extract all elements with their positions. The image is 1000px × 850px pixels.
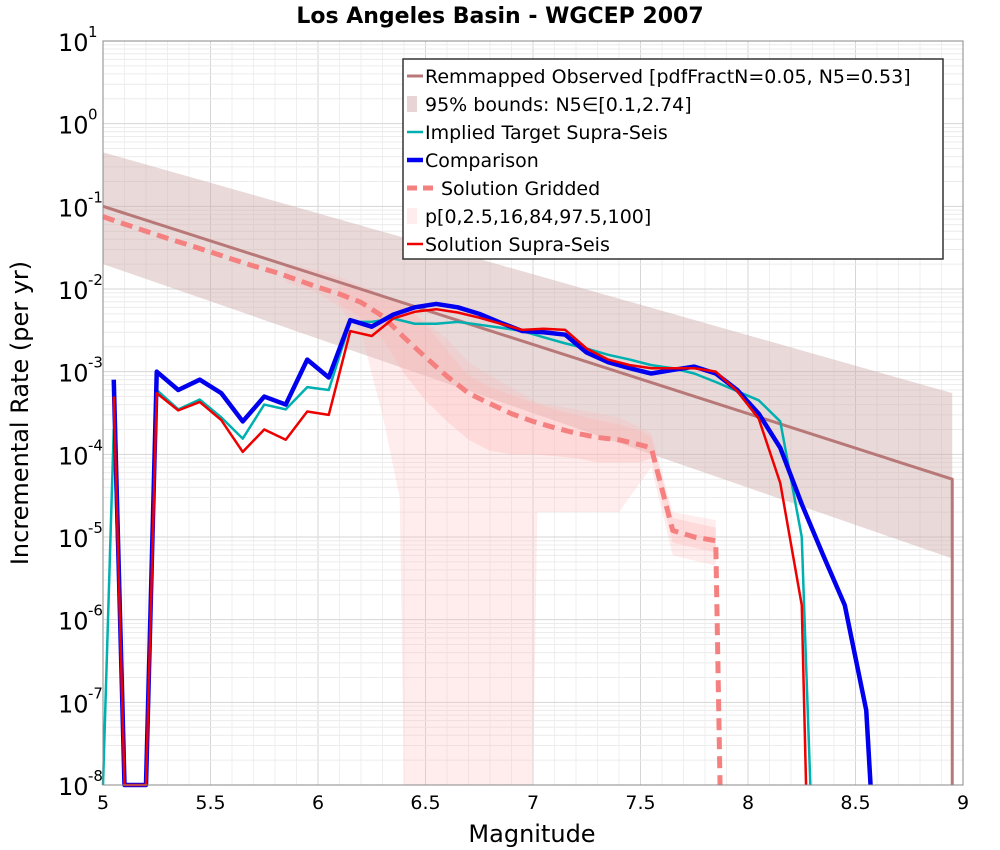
legend-label: Comparison [425, 150, 539, 172]
y-tick-label: 10 [58, 112, 89, 140]
legend-label: Implied Target Supra-Seis [425, 122, 668, 144]
y-axis-label: Incremental Rate (per yr) [6, 261, 34, 565]
y-tick-exponent: 0 [88, 106, 98, 124]
y-tick-label: 10 [58, 608, 89, 636]
series-line-1 [101, 317, 812, 787]
legend-box [402, 58, 944, 260]
chart-title: Los Angeles Basin - WGCEP 2007 [296, 4, 703, 29]
y-tick-label: 10 [58, 277, 89, 305]
y-tick-exponent: -7 [88, 684, 103, 702]
legend-swatch [407, 208, 417, 224]
y-tick-label: 10 [58, 525, 89, 553]
x-tick-labels: 5 5.5 6 6.5 7 7.5 8 8.5 9 [97, 792, 969, 814]
x-tick-label: 7.5 [625, 792, 655, 814]
x-tick-label: 5 [97, 792, 109, 814]
legend-label: Remmapped Observed [pdfFractN=0.05, N5=0… [425, 66, 911, 88]
x-tick-label: 5.5 [195, 792, 225, 814]
y-tick-label: 10 [58, 690, 89, 718]
y-tick-label: 10 [58, 194, 89, 222]
x-tick-label: 8.5 [840, 792, 870, 814]
x-axis-label: Magnitude [468, 820, 595, 848]
series-line-0 [102, 204, 954, 785]
y-tick-label: 10 [58, 442, 89, 470]
y-tick-exponent: -2 [88, 271, 103, 289]
band-0 [103, 152, 953, 559]
y-tick-exponent: -1 [88, 188, 103, 206]
x-tick-label: 7 [527, 792, 539, 814]
legend-label: p[0,2.5,16,84,97.5,100] [425, 206, 651, 228]
series-line-4 [112, 307, 808, 787]
plot-frame [102, 40, 964, 786]
y-tick-label: 10 [58, 360, 89, 388]
x-tick-label: 6.5 [410, 792, 440, 814]
y-tick-exponent: -3 [88, 354, 103, 372]
series-lines [101, 204, 954, 788]
y-tick-label: 10 [58, 773, 89, 801]
legend-label: Solution Supra-Seis [425, 234, 610, 256]
y-tick-label: 10 [58, 29, 89, 57]
y-tick-exponent: -5 [88, 519, 103, 537]
x-tick-label: 9 [957, 792, 969, 814]
x-tick-label: 6 [312, 792, 324, 814]
y-tick-exponent: -4 [88, 436, 103, 454]
y-tick-exponent: -6 [88, 602, 103, 620]
y-tick-exponent: -8 [88, 767, 103, 785]
legend: Remmapped Observed [pdfFractN=0.05, N5=0… [402, 58, 944, 260]
legend-label: 95% bounds: N5∈[0.1,2.74] [425, 94, 692, 116]
x-tick-label: 8 [742, 792, 754, 814]
series-line-2 [111, 301, 873, 788]
band-1 [285, 264, 716, 785]
legend-label: Solution Gridded [441, 178, 600, 200]
y-tick-exponent: 1 [88, 23, 98, 41]
series-line-3 [102, 214, 723, 786]
legend-swatch [407, 96, 417, 112]
